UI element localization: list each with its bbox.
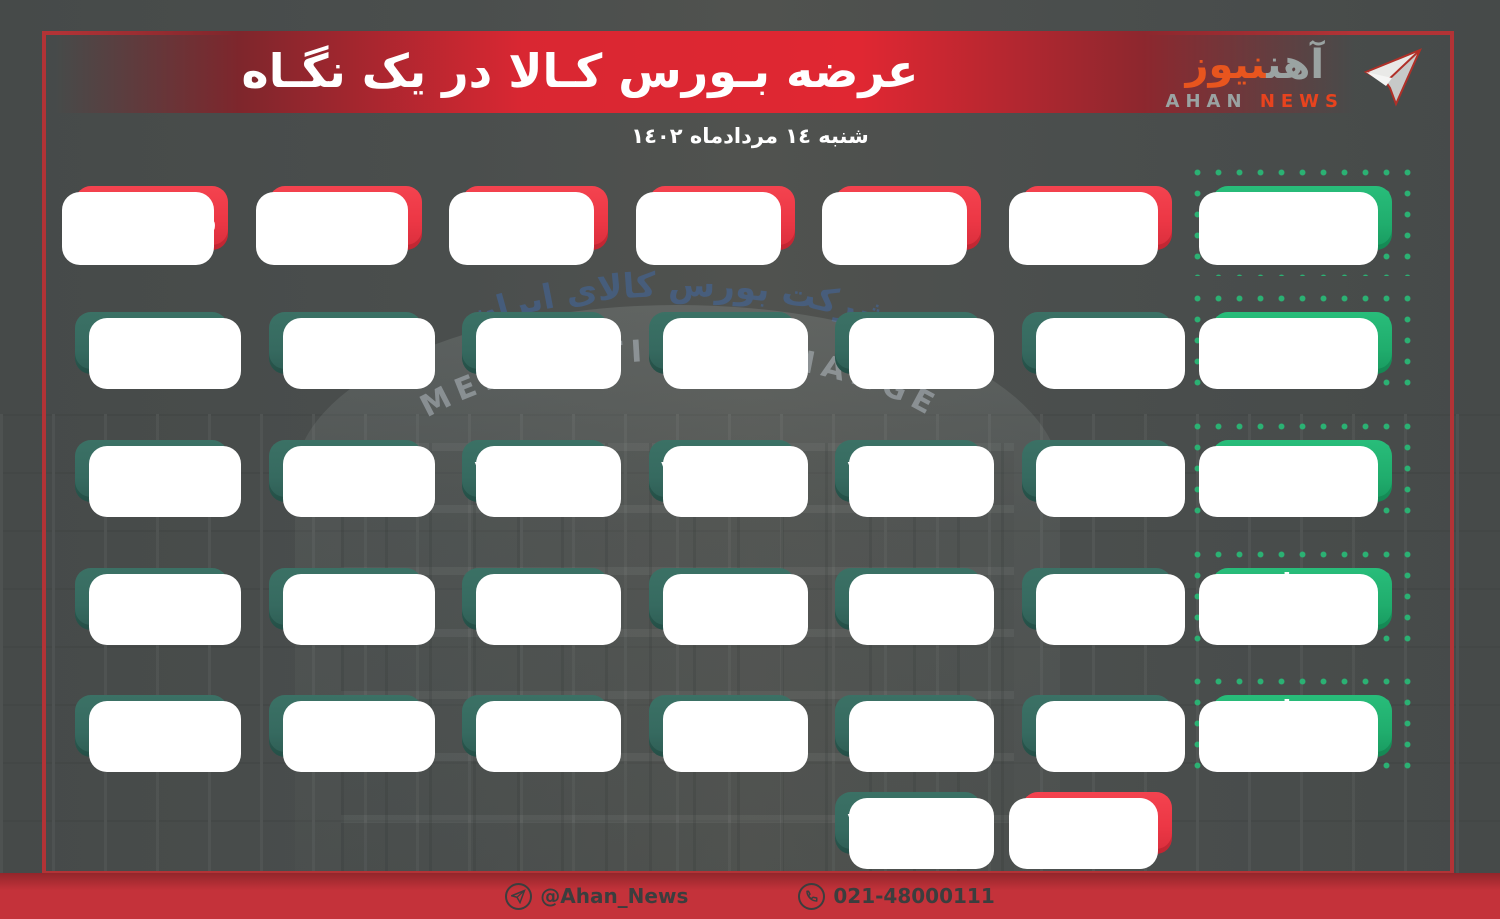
logo-farsi-wordmark: آهننیوز <box>1166 45 1344 85</box>
value-cell: -٦,٣ <box>648 695 808 772</box>
column-header-tirahan: تیرآهن <box>1008 186 1172 265</box>
column-header-navdani: ناودانی <box>449 186 608 265</box>
row-label-price-fluctuation: نوسان قیمت(٪) <box>1199 695 1392 772</box>
column-header-nabshi: نبشی <box>255 186 422 265</box>
value-cell: ٢٧٧,٩٧٠ <box>835 440 994 517</box>
value-cell: -٨,٩ <box>835 568 994 645</box>
phone-icon <box>798 882 826 910</box>
value-cell: ٢١٧,٣٢٧ <box>462 440 621 517</box>
value-cell: - <box>75 568 241 645</box>
column-header-sabad-milgerd: سبدمیلگرد صنعتی <box>822 186 981 265</box>
value-cell: +١٢٢,١ <box>1021 568 1185 645</box>
logo-en-gray: AHAN <box>1165 90 1248 112</box>
footer-telegram: @Ahan_News <box>505 882 689 910</box>
logo-text: آهننیوز AHAN NEWS <box>1166 45 1344 112</box>
value-cell: ٢٠,٠٠٠ <box>75 312 241 389</box>
telegram-handle: @Ahan_News <box>540 884 689 908</box>
value-cell: - <box>268 695 435 772</box>
column-header-varagh-garm: ورق گرم <box>62 186 228 265</box>
row-label-supply-fluctuation: نوسان عرضه(٪) <box>1199 568 1392 645</box>
total-value: ٢٨٧,٩٧٠ <box>835 792 994 869</box>
row-supply-fluctuation: نوسان عرضه(٪) +١٢٢,١ -٨,٩ +٢٧٣٨ -٦٢,٥ - … <box>75 542 1420 656</box>
value-cell: -٦٢,٥ <box>462 568 621 645</box>
value-cell: ٨,٧١٢ <box>835 312 994 389</box>
product-header-cell: محصول <box>1184 160 1420 276</box>
value-cell: ٣,٠٠ <box>462 312 621 389</box>
value-cell: ٢١٥,٩٢٤ <box>648 440 808 517</box>
value-cell: -٧ <box>462 695 621 772</box>
row-price-fluctuation: نوسان قیمت(٪) +٢,٨ -١٢,٢ -٦,٣ -٧ - - <box>75 669 1420 783</box>
row-label-volume: حجم عرضه(تن) <box>1199 312 1392 389</box>
value-cell: ٢٢١,١٣٤ <box>1021 440 1185 517</box>
row-total: مجموع ٢٨٧,٩٧٠ <box>75 792 1392 869</box>
value-cell: ٢٢١,١٣٥ <box>268 440 435 517</box>
header-band <box>42 31 1454 113</box>
value-cell: +٢٧٣٨ <box>648 568 808 645</box>
row-label-base-price: قیمت پایه(ریال) <box>1199 440 1392 517</box>
value-cell: - <box>268 568 435 645</box>
total-label: مجموع <box>1008 792 1172 869</box>
ahan-news-logo: آهننیوز AHAN NEWS <box>1166 42 1428 114</box>
value-cell: +٢,٨ <box>1021 695 1185 772</box>
column-header-milgerd: میلگرد <box>635 186 795 265</box>
footer-bar: @Ahan_News 021-48000111 <box>0 873 1500 919</box>
logo-en-orange: NEWS <box>1259 90 1344 112</box>
column-header-product: محصول <box>1199 186 1392 265</box>
value-cell: ١,٨٦٢ <box>268 312 435 389</box>
value-cell: - <box>75 695 241 772</box>
logo-fa-gray: آهن <box>1266 41 1325 88</box>
value-cell: ١٥٩,٤٤٠ <box>648 312 808 389</box>
page-title: عرضه بـورس کـالا در یک نگـاه <box>241 44 919 98</box>
date-line: شنبه ١٤ مردادماه ١٤٠٢ <box>631 124 869 148</box>
paper-plane-icon <box>1363 48 1423 107</box>
footer-phone: 021-48000111 <box>798 882 995 910</box>
logo-fa-orange: نیوز <box>1185 41 1267 88</box>
telegram-icon <box>505 882 533 910</box>
value-cell: ٢٢,٤٨٦ <box>1021 312 1185 389</box>
value-cell: -١٢,٢ <box>835 695 994 772</box>
phone-number: 021-48000111 <box>833 884 995 908</box>
value-cell: ٢٤٢,٤٧٢ <box>75 440 241 517</box>
row-volume: حجم عرضه(تن) ٢٢,٤٨٦ ٨,٧١٢ ١٥٩,٤٤٠ ٣,٠٠ ١… <box>75 286 1420 400</box>
row-base-price: قیمت پایه(ریال) ٢٢١,١٣٤ ٢٧٧,٩٧٠ ٢١٥,٩٢٤ … <box>75 414 1420 528</box>
logo-english-wordmark: AHAN NEWS <box>1166 91 1344 112</box>
column-header-row: محصول تیرآهن سبدمیلگرد صنعتی میلگرد ناود… <box>62 160 1420 276</box>
